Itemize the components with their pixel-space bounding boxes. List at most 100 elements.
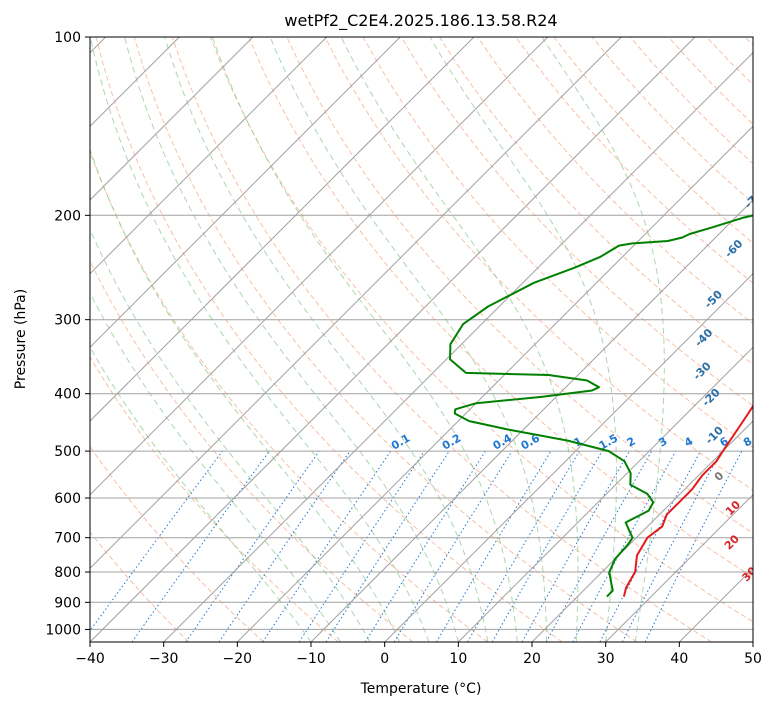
isotherm xyxy=(90,37,549,496)
isotherm xyxy=(163,51,753,642)
mixing-ratio-line xyxy=(572,450,677,642)
mixing-ratio-label: 0.2 xyxy=(440,432,463,453)
mixing-ratio-line xyxy=(393,450,513,642)
dry-adiabat xyxy=(171,37,712,642)
x-tick-label: 50 xyxy=(744,651,762,667)
mixing-ratio-line xyxy=(435,450,552,642)
isotherm xyxy=(90,37,401,349)
dry-adiabat xyxy=(591,37,753,204)
mixing-ratio-line xyxy=(521,450,630,642)
plot-frame xyxy=(89,36,754,643)
y-tick-label: 200 xyxy=(54,208,81,224)
moist-adiabat xyxy=(90,148,400,642)
isotherm xyxy=(531,420,753,642)
isotherm xyxy=(457,346,753,642)
isotherm xyxy=(310,199,753,642)
mixing-ratio-line xyxy=(467,450,580,642)
x-tick-label: 10 xyxy=(449,651,467,667)
dry-adiabat xyxy=(668,37,753,125)
moist-adiabat xyxy=(164,37,489,642)
y-axis-label: Pressure (hPa) xyxy=(13,289,29,389)
mixing-ratio-label: 0.1 xyxy=(389,432,412,453)
dry-adiabat xyxy=(210,37,753,623)
moist-adiabat xyxy=(90,228,371,642)
moist-adiabat xyxy=(541,37,665,642)
mixing-ratio-label: 4 xyxy=(682,434,695,449)
isotherm-label: -60 xyxy=(722,237,745,260)
mixing-ratio-line xyxy=(131,450,270,642)
moist-adiabat xyxy=(124,37,459,642)
chart-title: wetPf2_C2E4.2025.186.13.58.R24 xyxy=(284,11,557,31)
mixing-ratio-line xyxy=(262,450,392,642)
isotherm xyxy=(236,125,753,642)
y-tick-label: 700 xyxy=(54,531,81,547)
y-tick-label: 400 xyxy=(54,387,81,403)
dry-adiabat xyxy=(90,150,488,642)
y-tick-label: 1000 xyxy=(45,622,81,638)
isotherm xyxy=(90,37,475,422)
moist-adiabat xyxy=(429,37,617,642)
dry-adiabat xyxy=(744,37,753,47)
mixing-ratio-label: 2 xyxy=(625,435,638,450)
dry-adiabat xyxy=(90,356,339,642)
dry-adiabat xyxy=(90,531,190,642)
moist-adiabat xyxy=(269,37,548,642)
moist-adiabat xyxy=(340,37,579,642)
mixing-ratio-label: 10 xyxy=(764,432,775,451)
mixing-ratio-line xyxy=(545,450,653,642)
dry-adiabat xyxy=(95,37,563,642)
adiabat-label: 40 xyxy=(759,588,775,608)
isotherm-label: -70 xyxy=(742,188,765,211)
mixing-ratio-line xyxy=(599,450,701,642)
mixing-ratio-line xyxy=(298,450,425,642)
adiabat-label: 20 xyxy=(722,532,742,552)
dry-adiabat xyxy=(362,37,753,449)
x-tick-label: −20 xyxy=(223,651,253,667)
y-tick-label: 500 xyxy=(54,444,81,460)
dewpoint-line xyxy=(449,214,753,598)
x-tick-label: 20 xyxy=(523,651,541,667)
x-tick-label: −40 xyxy=(75,651,105,667)
dry-adiabat xyxy=(400,37,753,407)
x-tick-label: −30 xyxy=(149,651,179,667)
x-tick-label: 40 xyxy=(670,651,688,667)
moist-adiabat xyxy=(90,292,341,642)
mixing-ratio-label: 8 xyxy=(741,435,754,450)
x-axis-label: Temperature (°C) xyxy=(360,681,482,697)
dry-adiabat xyxy=(324,37,753,491)
mixing-ratio-line xyxy=(644,450,743,642)
dry-adiabat xyxy=(515,37,753,284)
isotherm xyxy=(752,641,753,642)
dry-adiabat xyxy=(553,37,753,244)
isotherm xyxy=(90,37,254,201)
isotherm-label: -20 xyxy=(700,386,723,409)
mixing-ratio-label: 3 xyxy=(656,435,669,450)
mixing-ratio-label: 0.4 xyxy=(491,431,515,452)
y-tick-label: 300 xyxy=(54,313,81,329)
y-tick-label: 600 xyxy=(54,491,81,507)
moist-adiabat xyxy=(211,37,518,642)
mixing-ratio-line xyxy=(185,450,320,642)
dry-adiabat xyxy=(706,37,753,86)
isotherm xyxy=(384,272,753,642)
mixing-ratio-line xyxy=(325,450,450,642)
isotherm-label: -80 xyxy=(755,144,775,167)
dry-adiabat xyxy=(438,37,753,366)
mixing-ratio-line xyxy=(621,450,722,642)
isotherm xyxy=(90,37,696,642)
dry-adiabat xyxy=(133,37,638,642)
isotherm-label: -30 xyxy=(691,359,714,382)
mixing-ratio-line xyxy=(90,450,223,632)
dry-adiabat xyxy=(248,37,753,578)
y-tick-label: 900 xyxy=(54,595,81,611)
adiabat-label: 30 xyxy=(739,564,759,584)
isotherm xyxy=(90,37,328,275)
x-tick-label: 30 xyxy=(597,651,615,667)
dry-adiabat xyxy=(90,445,264,642)
x-tick-label: −10 xyxy=(296,651,326,667)
x-tick-label: 0 xyxy=(380,651,389,667)
moist-adiabat xyxy=(90,346,312,642)
y-tick-label: 800 xyxy=(54,565,81,581)
isotherm xyxy=(605,493,753,642)
moist-adiabat xyxy=(90,37,430,642)
